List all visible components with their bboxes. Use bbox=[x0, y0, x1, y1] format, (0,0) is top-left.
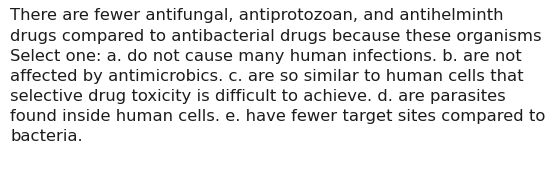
Text: There are fewer antifungal, antiprotozoan, and antihelminth
drugs compared to an: There are fewer antifungal, antiprotozoa… bbox=[10, 8, 545, 144]
